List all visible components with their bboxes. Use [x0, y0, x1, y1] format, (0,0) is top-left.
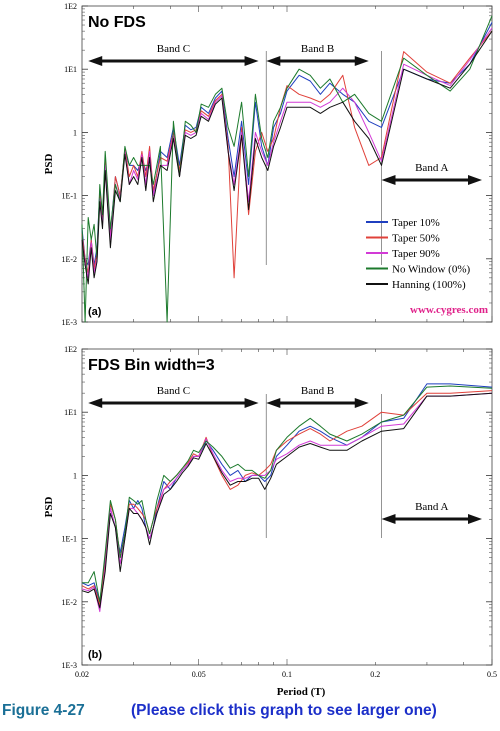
y-tick-label: 1E-3 — [61, 661, 77, 670]
y-tick-label: 1E2 — [64, 345, 77, 354]
y-tick-label: 1 — [73, 128, 77, 137]
band-label: Band C — [157, 43, 190, 55]
legend-entry: Taper 50% — [392, 233, 440, 245]
y-axis-label: PSD — [43, 497, 55, 518]
y-tick-label: 1E1 — [64, 408, 77, 417]
x-tick-label: 0.5 — [487, 670, 497, 679]
legend-entry: Taper 10% — [392, 217, 440, 229]
panel-letter: (a) — [88, 306, 102, 318]
chart-panel-a: 1E-3 1E-2 1E-1 1 1E1 1E2 PSD No FDS (a) Band C Ban… — [43, 2, 493, 327]
band-arrow-head-left — [266, 56, 281, 66]
series-line-taper-10 — [81, 383, 493, 603]
band-arrow-head-right — [244, 398, 259, 408]
enlarge-graph-link[interactable]: (Please click this graph to see larger o… — [131, 702, 437, 719]
band-arrow-head-left — [88, 56, 103, 66]
legend-entry: Hanning (100%) — [392, 279, 466, 291]
y-tick-label: 1E1 — [64, 65, 77, 74]
band-arrow-head-right — [354, 56, 369, 66]
panel-letter: (b) — [88, 649, 102, 661]
band-arrow-head-right — [354, 398, 369, 408]
y-axis-label: PSD — [43, 154, 55, 175]
band-band-b-arrow — [266, 398, 369, 408]
x-axis-label: Period (T) — [277, 686, 326, 698]
series-line-no-window-0 — [81, 15, 493, 323]
y-tick-label: 1E-2 — [61, 598, 77, 607]
band-label: Band A — [415, 501, 448, 513]
band-arrow-head-right — [468, 175, 482, 185]
y-tick-label: 1 — [73, 471, 77, 480]
y-tick-label: 1E-1 — [61, 535, 77, 544]
band-label: Band A — [415, 162, 448, 174]
band-arrow-head-left — [381, 175, 396, 185]
legend: Taper 10% Taper 50% Taper 90% No Window (0%… — [366, 217, 471, 291]
y-tick-label: 1E-3 — [61, 318, 77, 327]
band-arrow-head-right — [244, 56, 259, 66]
band-arrow-head-left — [88, 398, 103, 408]
panel-title: No FDS — [88, 14, 146, 31]
x-tick-label: 0.05 — [192, 670, 206, 679]
band-band-c-arrow — [88, 56, 259, 66]
band-band-b-arrow — [266, 56, 369, 66]
band-band-a-arrow — [381, 514, 482, 524]
y-tick-label: 1E2 — [64, 2, 77, 11]
figure-label: Figure 4-27 — [2, 702, 85, 719]
series-line-hanning-100 — [81, 30, 493, 285]
chart-panel-b: 1E-3 1E-2 1E-1 1 1E1 1E2 0.02 0.05 0.1 0.2 0.5 PSD P… — [43, 345, 497, 698]
series-line-taper-50 — [81, 390, 493, 606]
legend-entry: No Window (0%) — [392, 264, 471, 276]
band-arrow-head-left — [381, 514, 396, 524]
x-tick-label: 0.2 — [370, 670, 380, 679]
band-arrow-head-left — [266, 398, 281, 408]
x-tick-label: 0.1 — [282, 670, 292, 679]
watermark-text: www.cygres.com — [410, 304, 488, 316]
band-label: Band B — [301, 43, 334, 55]
band-band-c-arrow — [88, 398, 259, 408]
band-label: Band B — [301, 385, 334, 397]
series-line-hanning-100 — [81, 392, 493, 609]
legend-entry: Taper 90% — [392, 248, 440, 260]
x-tick-label: 0.02 — [75, 670, 89, 679]
series-line-no-window-0 — [82, 385, 493, 603]
band-label: Band C — [157, 385, 190, 397]
y-tick-label: 1E-1 — [61, 192, 77, 201]
psd-figure-svg: 1E-3 1E-2 1E-1 1 1E1 1E2 PSD No FDS (a) Band C Ban… — [43, 2, 497, 698]
band-arrow-head-right — [468, 514, 482, 524]
y-tick-label: 1E-2 — [61, 255, 77, 264]
band-band-a-arrow — [381, 175, 482, 185]
figure-caption: Figure 4-27 (Please click this graph to … — [2, 702, 437, 720]
panel-title: FDS Bin width=3 — [88, 357, 215, 374]
